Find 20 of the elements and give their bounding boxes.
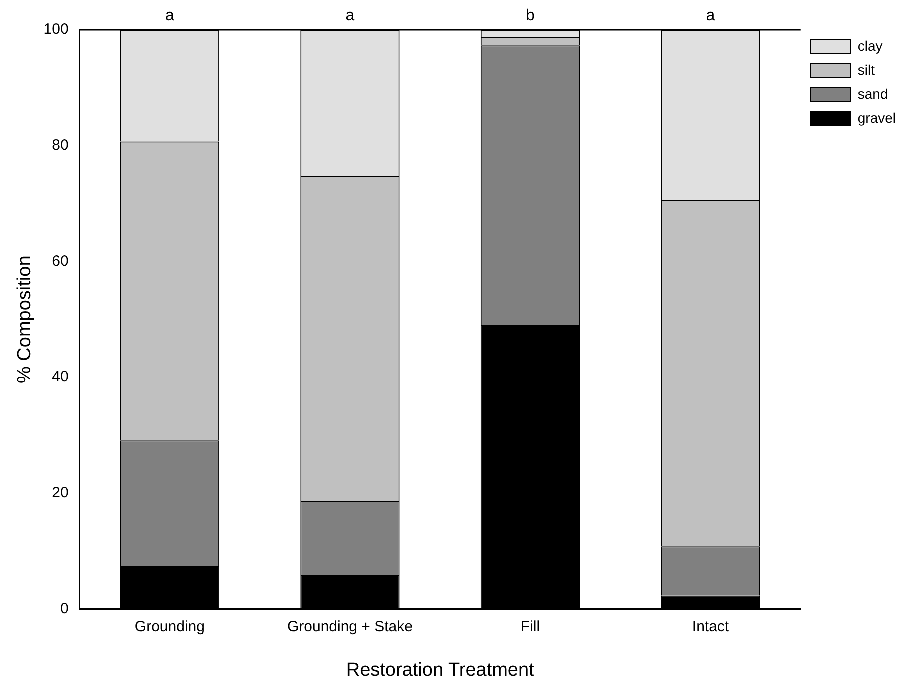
y-axis-title: % Composition [14,256,36,384]
annotation: a [706,7,716,24]
annotation: a [346,7,355,24]
x-tick-label: Intact [692,618,730,636]
y-tick-label: 100 [44,21,69,38]
x-tick-label: Fill [520,618,540,636]
x-axis-title: Restoration Treatment [346,660,536,681]
y-tick-label: 20 [52,484,69,502]
legend-label: sand [858,86,888,102]
annotation: b [526,7,536,24]
y-tick-label: 40 [52,368,69,386]
y-tick-label: 60 [52,252,69,270]
x-tick-label: Grounding + Stake [287,618,413,636]
legend-label: silt [858,62,876,78]
annotation: a [166,7,175,24]
legend-label: clay [858,38,883,54]
x-tick-label: Grounding [134,618,205,636]
y-tick-label: 0 [60,600,69,618]
legend-label: gravel [858,110,896,126]
y-tick-label: 80 [52,136,69,154]
